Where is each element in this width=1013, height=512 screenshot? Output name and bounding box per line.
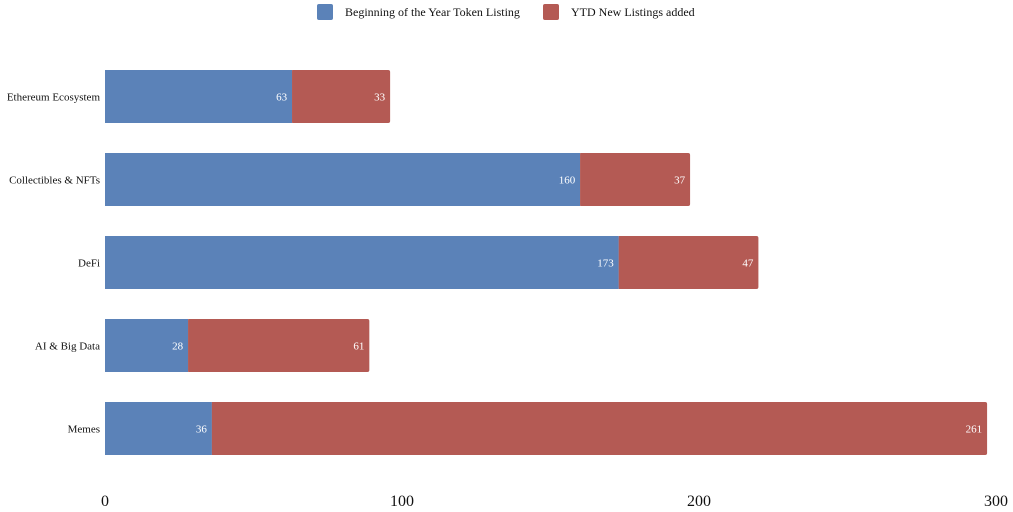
bar-defi-series-1 (105, 236, 619, 289)
bar-ai-big-data-series-2 (188, 319, 370, 372)
bar-memes-series-2-edge (211, 402, 216, 455)
category-label-collectibles-nfts: Collectibles & NFTs (9, 175, 100, 187)
bar-ai-big-data-series-1 (105, 319, 189, 372)
category-label-defi: DeFi (78, 258, 100, 270)
bar-ethereum-ecosystem-series-2 (292, 70, 391, 123)
value-label-ai-big-data-series-2: 61 (353, 341, 364, 353)
value-label-ethereum-ecosystem-series-2: 33 (374, 92, 386, 104)
bar-defi-series-2-edge (618, 236, 623, 289)
category-label-ai-big-data: AI & Big Data (35, 341, 100, 353)
legend-swatch-series-2 (543, 4, 559, 20)
bar-memes-series-1 (105, 402, 212, 455)
bar-memes-series-2 (211, 402, 988, 455)
bar-collectibles-nfts-series-1 (105, 153, 581, 206)
y-axis-labels: Ethereum Ecosystem Collectibles & NFTs DeF… (7, 92, 101, 436)
value-label-defi-series-1: 173 (597, 258, 614, 270)
category-label-ethereum-ecosystem: Ethereum Ecosystem (7, 92, 101, 104)
category-label-memes: Memes (68, 424, 100, 436)
x-tick-label-300: 300 (984, 493, 1008, 510)
x-tick-label-0: 0 (101, 493, 109, 510)
x-tick-label-200: 200 (687, 493, 711, 510)
bar-collectibles-nfts-series-2 (580, 153, 691, 206)
bar-ethereum-ecosystem-series-1 (105, 70, 293, 123)
bar-collectibles-nfts-series-2-edge (580, 153, 585, 206)
plot-area: 63 33 160 37 173 47 28 61 36 261 (105, 70, 988, 455)
value-label-memes-series-1: 36 (196, 424, 208, 436)
legend-label-series-1: Beginning of the Year Token Listing (345, 5, 520, 19)
value-label-defi-series-2: 47 (742, 258, 754, 270)
value-label-ai-big-data-series-1: 28 (172, 341, 184, 353)
x-tick-label-100: 100 (390, 493, 414, 510)
x-axis-ticks: 0 100 200 300 (101, 493, 1008, 510)
bar-ai-big-data-series-2-edge (188, 319, 193, 372)
bar-defi-series-2 (618, 236, 759, 289)
legend-label-series-2: YTD New Listings added (571, 5, 695, 19)
bar-ethereum-ecosystem-series-2-edge (292, 70, 297, 123)
legend: Beginning of the Year Token Listing YTD … (317, 4, 695, 20)
value-label-collectibles-nfts-series-1: 160 (559, 175, 576, 187)
legend-swatch-series-1 (317, 4, 333, 20)
value-label-memes-series-2: 261 (966, 424, 983, 436)
value-label-ethereum-ecosystem-series-1: 63 (276, 92, 288, 104)
value-label-collectibles-nfts-series-2: 37 (674, 175, 686, 187)
